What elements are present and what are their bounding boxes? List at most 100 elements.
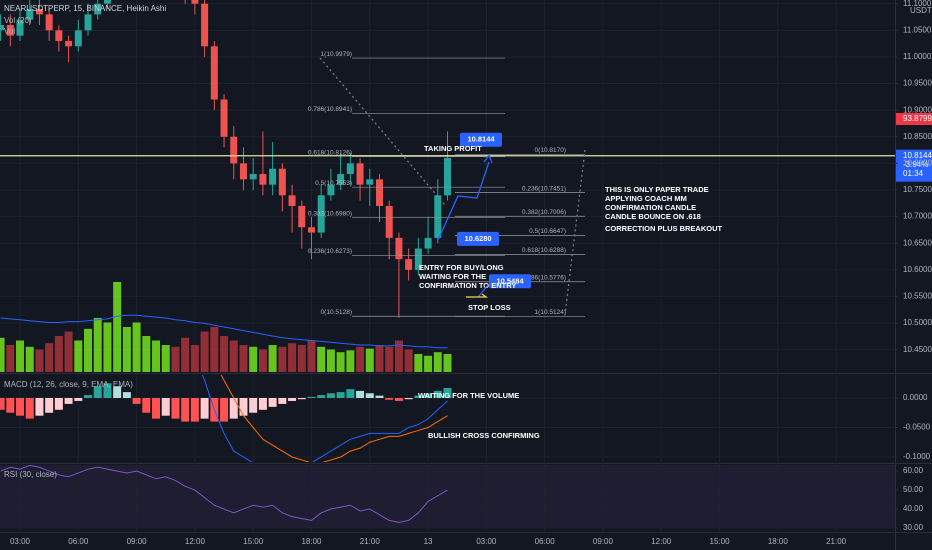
volume-bar — [307, 340, 316, 372]
fib-label: 0.382(10.7006) — [522, 209, 566, 216]
macd-histogram — [190, 398, 199, 422]
volume-bar — [190, 345, 199, 372]
candle-body — [220, 99, 228, 137]
volume-bar — [113, 282, 122, 372]
volume-bar — [385, 346, 394, 372]
macd-histogram — [6, 398, 15, 413]
macd-histogram — [404, 398, 413, 400]
y-tick-label: -0.1000 — [903, 452, 931, 461]
alert-label: 93.8799 — [903, 114, 932, 123]
candle-body — [6, 25, 14, 36]
volume-bar — [142, 336, 151, 372]
last-price-box — [896, 149, 932, 182]
candle-body — [366, 179, 374, 185]
y-tick-label: 10.7000 — [903, 212, 932, 221]
volume-bar — [365, 348, 374, 372]
volume-bar — [268, 345, 277, 372]
x-tick-label: 18:00 — [768, 537, 789, 546]
macd-histogram — [113, 386, 122, 399]
countdown-label: 01:34 — [903, 169, 924, 178]
fib-label: 0(10.8170) — [535, 147, 566, 154]
macd-histogram — [288, 398, 297, 401]
volume-bar — [93, 318, 102, 372]
macd-line — [220, 375, 448, 462]
candle-body — [278, 168, 286, 196]
macd-histogram — [424, 393, 433, 399]
volume-bar — [394, 340, 403, 372]
macd-histogram — [433, 390, 442, 399]
macd-histogram — [317, 395, 326, 399]
macd-histogram — [278, 398, 287, 404]
macd-histogram — [346, 389, 355, 399]
x-tick-label: 18:00 — [301, 537, 322, 546]
macd-histogram — [239, 398, 248, 416]
indicator-label: Vol — [4, 27, 15, 36]
macd-histogram — [35, 398, 44, 416]
volume-bar — [249, 346, 258, 372]
annotation: WAITING FOR THE — [419, 272, 486, 281]
y-tick-label: 0.0000 — [903, 393, 928, 402]
macd-histogram — [54, 398, 63, 410]
volume-bar — [35, 349, 44, 372]
volume-bar — [132, 322, 141, 372]
macd-histogram — [84, 395, 93, 399]
y-tick-label: 10.9500 — [903, 79, 932, 88]
candle-body — [210, 46, 218, 100]
x-tick-label: 06:00 — [68, 537, 89, 546]
macd-histogram — [45, 398, 54, 413]
candle-body — [26, 9, 34, 20]
x-tick-label: 15:00 — [243, 537, 264, 546]
fib-label: 0.236(10.7451) — [522, 185, 566, 192]
candle-body — [385, 205, 393, 238]
macd-histogram — [394, 398, 403, 401]
candle-body — [259, 174, 267, 185]
x-tick-label: 21:00 — [360, 537, 381, 546]
volume-bar — [336, 352, 345, 372]
fib-label: 0.786(10.8941) — [308, 106, 352, 113]
volume-bar — [317, 346, 326, 372]
volume-bar — [220, 336, 229, 372]
macd-histogram — [443, 387, 452, 399]
macd-histogram — [268, 398, 277, 407]
volume-bar — [64, 331, 73, 372]
fib-label: 0.236(10.6273) — [308, 248, 352, 255]
candle-body — [434, 195, 442, 238]
y-tick-label: 50.00 — [903, 485, 924, 494]
y-tick-label: 10.9000 — [903, 105, 932, 114]
volume-bar — [200, 331, 209, 372]
y-tick-label: 10.5500 — [903, 292, 932, 301]
last-price-label: 10.8144 — [903, 151, 932, 160]
candle-body — [191, 0, 199, 4]
macd-histogram — [365, 393, 374, 399]
macd-line — [201, 375, 448, 462]
x-tick-label: 03:00 — [476, 537, 497, 546]
macd-histogram — [356, 390, 365, 399]
macd-histogram — [181, 398, 190, 422]
volume-bar — [258, 349, 267, 372]
macd-histogram — [103, 383, 112, 399]
x-tick-label: 15:00 — [710, 537, 731, 546]
annotation: THIS IS ONLY PAPER TRADE — [605, 185, 709, 194]
volume-bar — [356, 346, 365, 372]
candle-body — [317, 195, 325, 233]
candle-body — [288, 195, 296, 206]
candle-body — [269, 168, 277, 185]
y-tick-label: 10.6000 — [903, 265, 932, 274]
macd-histogram — [161, 398, 170, 416]
macd-histogram — [375, 395, 384, 399]
volume-bar — [404, 349, 413, 372]
macd-histogram — [220, 398, 229, 422]
volume-bar — [414, 354, 423, 372]
annotation: WAITING FOR THE VOLUME — [418, 391, 519, 400]
volume-bar — [346, 350, 355, 372]
volume-bar — [326, 349, 335, 372]
rsi-line — [0, 465, 448, 523]
alert-box — [896, 113, 932, 125]
x-tick-label: 09:00 — [593, 537, 614, 546]
y-tick-label: 30.00 — [903, 523, 924, 532]
candle-body — [414, 248, 422, 270]
fib-label: 0.5(10.6647) — [529, 228, 566, 235]
annotation: CANDLE BOUNCE ON .618 — [605, 212, 701, 221]
y-tick-label: 10.6500 — [903, 238, 932, 247]
candle-body — [74, 30, 82, 47]
